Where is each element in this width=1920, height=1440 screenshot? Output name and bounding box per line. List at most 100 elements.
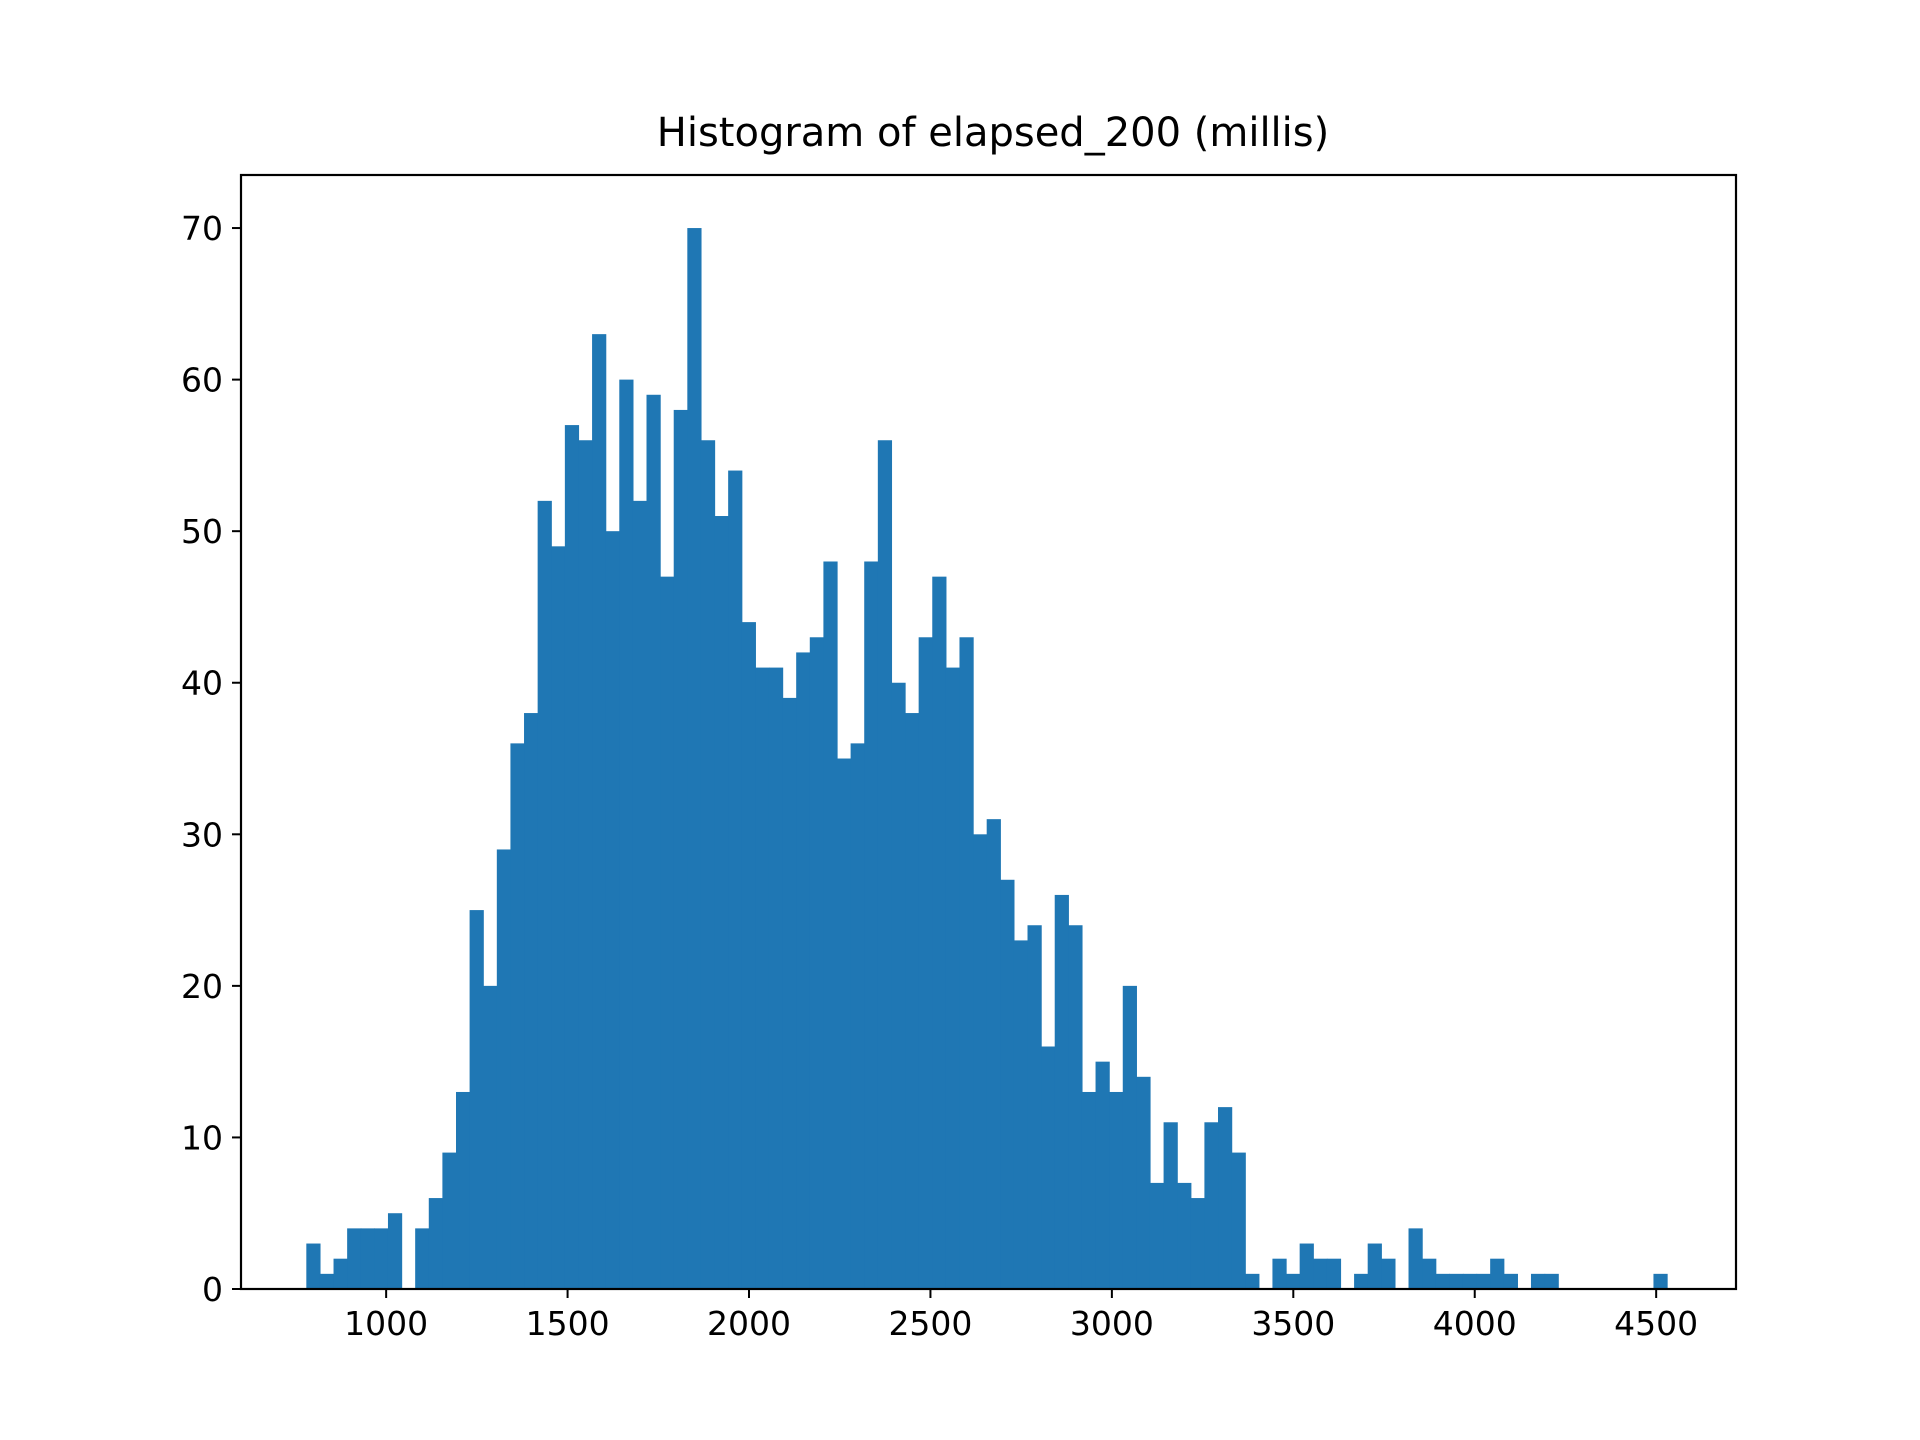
histogram-bar [864,561,879,1289]
histogram-bar [660,576,675,1289]
x-tick-label: 3000 [1070,1304,1154,1343]
histogram-bar [1653,1273,1668,1289]
y-tick-label: 0 [202,1270,223,1309]
histogram-bar [1081,1091,1097,1289]
histogram-bar [1136,1076,1151,1289]
histogram-bar [1218,1107,1233,1289]
histogram-bar [1272,1258,1287,1289]
histogram-bar [347,1228,362,1289]
histogram-bar [986,819,1001,1289]
histogram-bar [605,531,620,1289]
histogram-bar [1149,1182,1165,1289]
y-tick-label: 40 [181,664,223,703]
histogram-bar [319,1273,335,1289]
histogram-bar [1177,1182,1192,1289]
y-tick-label: 70 [181,209,223,248]
histogram-bar [333,1258,348,1289]
x-tick-label: 1500 [526,1304,610,1343]
histogram-bar [415,1228,430,1289]
histogram-bar [905,713,920,1289]
histogram-bar [755,667,770,1289]
histogram-bar [918,637,933,1289]
histogram-bar [483,985,498,1289]
y-axis: 0 10 20 30 40 50 60 70 [181,209,241,1309]
histogram-bar [1544,1273,1559,1289]
histogram-bar [1041,1046,1056,1289]
histogram-bar [837,758,852,1289]
plot-frame [239,173,1738,1291]
x-tick-label: 2000 [707,1304,791,1343]
histogram-bar [823,561,838,1289]
histogram-bar [1462,1273,1478,1289]
histogram-bar [1367,1243,1382,1289]
histogram-bar [1027,925,1042,1289]
histogram-bar [1109,1091,1124,1289]
histogram-bar [728,470,743,1289]
histogram-bar [619,379,634,1289]
histogram-bar [1068,925,1083,1289]
x-tick-label: 2500 [888,1304,972,1343]
y-tick-label: 10 [181,1118,223,1157]
histogram-bar [374,1228,389,1289]
histogram-bar [1190,1198,1206,1289]
histogram-bar [387,1213,403,1289]
x-tick-label: 4000 [1433,1304,1517,1343]
x-tick-label: 3500 [1251,1304,1335,1343]
histogram-bar [592,334,607,1289]
histogram-bar [1503,1273,1518,1289]
histogram-bar [1490,1258,1505,1289]
histogram-bar [1000,879,1015,1289]
histogram-bar [891,682,906,1289]
histogram-bar [1286,1273,1301,1289]
y-tick-label: 30 [181,815,223,854]
histogram-bar [632,500,648,1289]
histogram-bar [456,1091,471,1289]
histogram-bar [809,637,824,1289]
histogram-bar [700,440,716,1289]
histogram-bar [877,440,893,1289]
histogram-bar [1326,1258,1342,1289]
histogram-bar [1054,894,1069,1289]
histogram-bar [973,834,988,1289]
histogram-bar [510,743,525,1289]
histogram-bar [1163,1122,1178,1289]
histogram-bar [1122,985,1137,1289]
histogram-bar [537,500,552,1289]
y-tick-label: 50 [181,512,223,551]
histogram-bar [442,1152,457,1289]
histogram-bar [1013,940,1029,1289]
histogram-bar [850,743,865,1289]
histogram-bar [782,697,797,1289]
histogram-bar [1422,1258,1437,1289]
histogram-bar [360,1228,375,1289]
y-tick-label: 20 [181,967,223,1006]
histogram-bar [1354,1273,1369,1289]
histogram-bar [1435,1273,1450,1289]
histogram-bar [428,1198,443,1289]
histogram-bar [646,394,661,1289]
histogram-bar [1231,1152,1246,1289]
histogram-bar [524,713,539,1289]
histogram-bar [1449,1273,1464,1289]
histogram-bar [932,576,947,1289]
histogram-bar [714,516,729,1289]
histogram-bar [1313,1258,1328,1289]
histogram-bar [945,667,961,1289]
histogram-bar [496,849,512,1289]
histogram-bar [741,622,756,1289]
x-axis: 1000 1500 2000 2500 3000 3500 4000 4500 [344,1289,1698,1343]
histogram-bar [1095,1061,1110,1289]
y-tick-label: 60 [181,361,223,400]
histogram-bar [1476,1273,1491,1289]
chart-title: Histogram of elapsed_200 (millis) [657,110,1329,156]
x-tick-label: 1000 [344,1304,428,1343]
histogram-bar [796,652,811,1289]
histogram-bar [959,637,974,1289]
histogram-bar [564,425,580,1290]
histogram-bar [1381,1258,1396,1289]
x-tick-label: 4500 [1614,1304,1698,1343]
histogram-bar [1204,1122,1219,1289]
histogram-bar [578,440,593,1289]
histogram-bar [551,546,566,1289]
